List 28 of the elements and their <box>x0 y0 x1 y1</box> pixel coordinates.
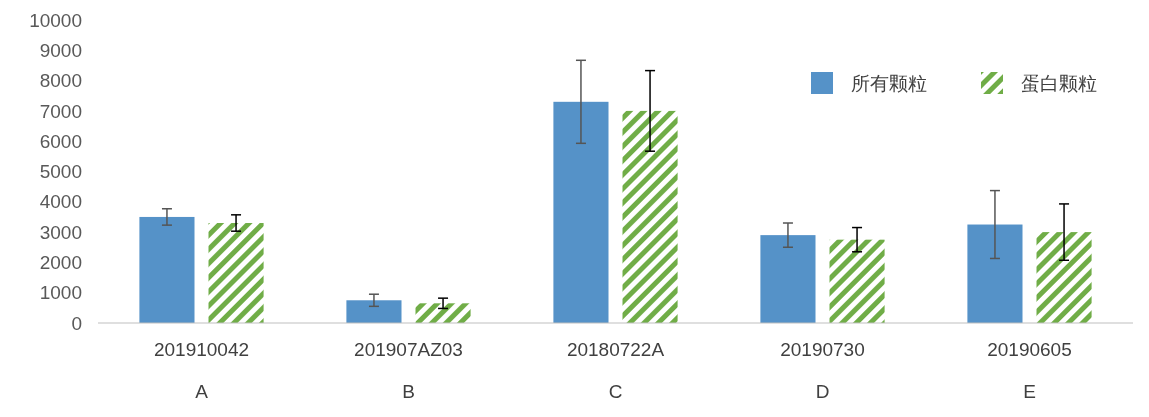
bar <box>553 101 609 323</box>
y-tick-label: 9000 <box>39 39 82 61</box>
x-tick-label: 20180722A C <box>566 339 665 402</box>
y-tick-label: 2000 <box>39 252 82 274</box>
x-tick-label: 201907AZ03 B <box>354 339 463 402</box>
bar <box>208 223 264 323</box>
legend-label: 蛋白颗粒 <box>1021 72 1097 94</box>
y-tick-label: 8000 <box>39 70 82 92</box>
x-tick-label: 201910042 A <box>153 339 250 402</box>
bar <box>622 110 678 323</box>
y-tick-label: 0 <box>71 312 82 334</box>
bar <box>967 224 1023 323</box>
y-tick-label: 5000 <box>39 161 82 183</box>
y-tick-label: 7000 <box>39 100 82 122</box>
bar <box>139 216 195 323</box>
bar <box>760 235 816 323</box>
bar <box>829 239 885 323</box>
y-tick-label: 4000 <box>39 191 82 213</box>
y-tick-label: 3000 <box>39 221 82 243</box>
bar <box>1036 232 1092 323</box>
bar <box>415 303 471 323</box>
y-tick-label: 10000 <box>29 9 82 31</box>
x-tick-label: 20190605 E <box>987 339 1072 402</box>
legend-label: 所有颗粒 <box>851 72 927 94</box>
x-tick-label: 20190730 D <box>780 339 865 402</box>
bar <box>346 300 402 323</box>
y-tick-label: 6000 <box>39 130 82 152</box>
y-tick-label: 1000 <box>39 282 82 304</box>
